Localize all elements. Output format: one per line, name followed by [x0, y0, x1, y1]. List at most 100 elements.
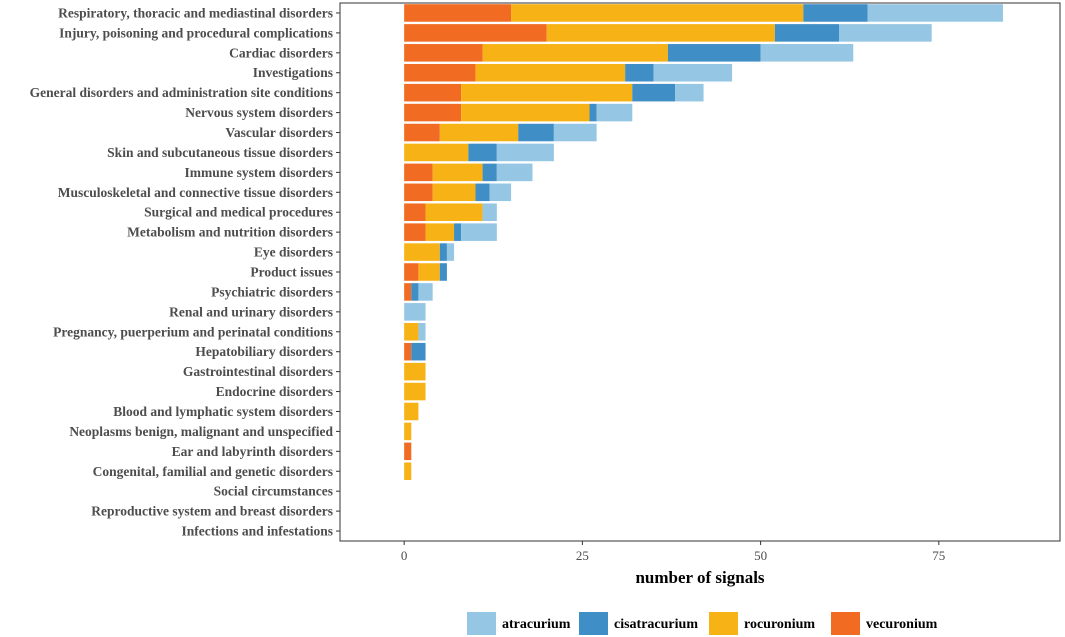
bar-atracurium-renal-and-urinary-disorders	[404, 303, 426, 321]
category-label: Nervous system disorders	[185, 105, 333, 120]
plot-panel-border	[339, 2, 1061, 542]
category-label: Cardiac disorders	[229, 45, 333, 60]
bar-vecuronium-respiratory-thoracic-and-mediastinal-disorders	[404, 4, 512, 22]
bar-atracurium-skin-and-subcutaneous-tissue-disorders	[496, 143, 554, 162]
bar-rocuronium-gastrointestinal-disorders	[404, 362, 426, 381]
bar-rocuronium-congenital-familial-and-genetic-disorders	[404, 462, 412, 481]
bar-rocuronium-investigations	[475, 63, 626, 82]
bar-vecuronium-surgical-and-medical-procedures	[404, 203, 426, 221]
bar-atracurium-metabolism-and-nutrition-disorders	[461, 223, 497, 241]
category-label: Eye disorders	[254, 245, 333, 260]
bar-rocuronium-immune-system-disorders	[432, 163, 483, 182]
bar-vecuronium-product-issues	[404, 263, 419, 281]
category-label: Neoplasms benign, malignant and unspecif…	[69, 424, 333, 439]
bar-rocuronium-pregnancy-puerperium-and-perinatal-conditions	[404, 323, 419, 341]
bar-atracurium-immune-system-disorders	[496, 163, 533, 182]
bar-atracurium-investigations	[653, 63, 733, 82]
bar-vecuronium-cardiac-disorders	[404, 44, 483, 62]
bar-cisatracurium-injury-poisoning-and-procedural-complications	[774, 24, 840, 42]
bar-rocuronium-cardiac-disorders	[482, 44, 668, 62]
bar-atracurium-injury-poisoning-and-procedural-complications	[839, 24, 932, 42]
legend-label-rocuronium: rocuronium	[744, 617, 815, 632]
category-label: Product issues	[250, 265, 333, 280]
category-label: Injury, poisoning and procedural complic…	[59, 25, 333, 40]
bar-vecuronium-metabolism-and-nutrition-disorders	[404, 223, 426, 241]
bar-cisatracurium-skin-and-subcutaneous-tissue-disorders	[468, 143, 497, 162]
bar-rocuronium-injury-poisoning-and-procedural-complications	[546, 24, 775, 42]
category-label: Psychiatric disorders	[211, 284, 333, 299]
legend-swatch-rocuronium	[709, 612, 738, 635]
bar-vecuronium-nervous-system-disorders	[404, 103, 462, 122]
bar-cisatracurium-musculoskeletal-and-connective-tissue-disorders	[475, 183, 490, 202]
category-label: Investigations	[253, 65, 333, 80]
bar-cisatracurium-cardiac-disorders	[667, 44, 761, 62]
bar-vecuronium-psychiatric-disorders	[404, 283, 412, 301]
bar-rocuronium-blood-and-lymphatic-system-disorders	[404, 402, 419, 421]
bar-cisatracurium-respiratory-thoracic-and-mediastinal-disorders	[803, 4, 868, 22]
bar-vecuronium-general-disorders-and-administration-site-conditions	[404, 83, 462, 102]
x-tick-label: 0	[401, 548, 408, 563]
bar-rocuronium-skin-and-subcutaneous-tissue-disorders	[404, 143, 469, 162]
category-label: Renal and urinary disorders	[169, 304, 333, 319]
bar-cisatracurium-investigations	[625, 63, 654, 82]
bar-atracurium-psychiatric-disorders	[418, 283, 433, 301]
category-label: Vascular disorders	[225, 125, 333, 140]
bar-rocuronium-nervous-system-disorders	[461, 103, 590, 122]
category-label: Musculoskeletal and connective tissue di…	[58, 185, 333, 200]
category-label: Blood and lymphatic system disorders	[113, 404, 333, 419]
bar-cisatracurium-vascular-disorders	[518, 123, 554, 142]
bar-vecuronium-immune-system-disorders	[404, 163, 433, 182]
category-label: Skin and subcutaneous tissue disorders	[107, 145, 333, 160]
bar-rocuronium-respiratory-thoracic-and-mediastinal-disorders	[511, 4, 804, 22]
bar-rocuronium-metabolism-and-nutrition-disorders	[425, 223, 455, 241]
bar-vecuronium-vascular-disorders	[404, 123, 440, 142]
bar-rocuronium-surgical-and-medical-procedures	[425, 203, 483, 221]
category-axis: Respiratory, thoracic and mediastinal di…	[30, 5, 340, 539]
bar-cisatracurium-metabolism-and-nutrition-disorders	[454, 223, 462, 241]
bar-cisatracurium-product-issues	[439, 263, 447, 281]
category-label: Respiratory, thoracic and mediastinal di…	[58, 5, 333, 20]
bar-atracurium-cardiac-disorders	[760, 44, 854, 62]
category-label: Gastrointestinal disorders	[183, 364, 333, 379]
bar-vecuronium-hepatobiliary-disorders	[404, 342, 412, 361]
bar-vecuronium-injury-poisoning-and-procedural-complications	[404, 24, 547, 42]
bar-atracurium-nervous-system-disorders	[596, 103, 633, 122]
category-label: Reproductive system and breast disorders	[91, 504, 333, 519]
category-label: Social circumstances	[214, 484, 333, 499]
bar-rocuronium-vascular-disorders	[439, 123, 519, 142]
bar-atracurium-general-disorders-and-administration-site-conditions	[675, 83, 704, 102]
category-label: General disorders and administration sit…	[30, 85, 333, 100]
bar-cisatracurium-eye-disorders	[439, 243, 447, 261]
bar-cisatracurium-general-disorders-and-administration-site-conditions	[632, 83, 676, 102]
category-label: Infections and infestations	[181, 524, 333, 539]
x-tick-label: 75	[932, 548, 945, 563]
bar-atracurium-vascular-disorders	[553, 123, 597, 142]
bar-vecuronium-musculoskeletal-and-connective-tissue-disorders	[404, 183, 433, 202]
category-label: Endocrine disorders	[216, 384, 333, 399]
bar-cisatracurium-immune-system-disorders	[482, 163, 497, 182]
bar-rocuronium-endocrine-disorders	[404, 382, 426, 401]
category-label: Metabolism and nutrition disorders	[127, 225, 333, 240]
bar-atracurium-surgical-and-medical-procedures	[482, 203, 497, 221]
legend-label-atracurium: atracurium	[502, 617, 571, 632]
legend: atracurium cisatracurium rocuronium vecuron…	[467, 612, 938, 635]
legend-label-vecuronium: vecuronium	[866, 617, 938, 632]
legend-swatch-vecuronium	[831, 612, 860, 635]
category-label: Surgical and medical procedures	[144, 205, 333, 220]
bar-atracurium-eye-disorders	[446, 243, 455, 261]
bar-vecuronium-ear-and-labyrinth-disorders	[404, 442, 412, 461]
bar-cisatracurium-psychiatric-disorders	[411, 283, 419, 301]
x-tick-label: 25	[576, 548, 589, 563]
category-label: Immune system disorders	[185, 165, 334, 180]
x-axis-title: number of signals	[635, 568, 764, 587]
category-label: Hepatobiliary disorders	[195, 344, 333, 359]
legend-swatch-atracurium	[467, 612, 496, 635]
bar-atracurium-pregnancy-puerperium-and-perinatal-conditions	[418, 323, 426, 341]
bar-rocuronium-musculoskeletal-and-connective-tissue-disorders	[432, 183, 476, 202]
x-tick-label: 50	[754, 548, 767, 563]
bar-cisatracurium-hepatobiliary-disorders	[411, 342, 426, 361]
bar-cisatracurium-nervous-system-disorders	[589, 103, 597, 122]
bar-rocuronium-eye-disorders	[404, 243, 440, 261]
legend-label-cisatracurium: cisatracurium	[614, 617, 698, 632]
